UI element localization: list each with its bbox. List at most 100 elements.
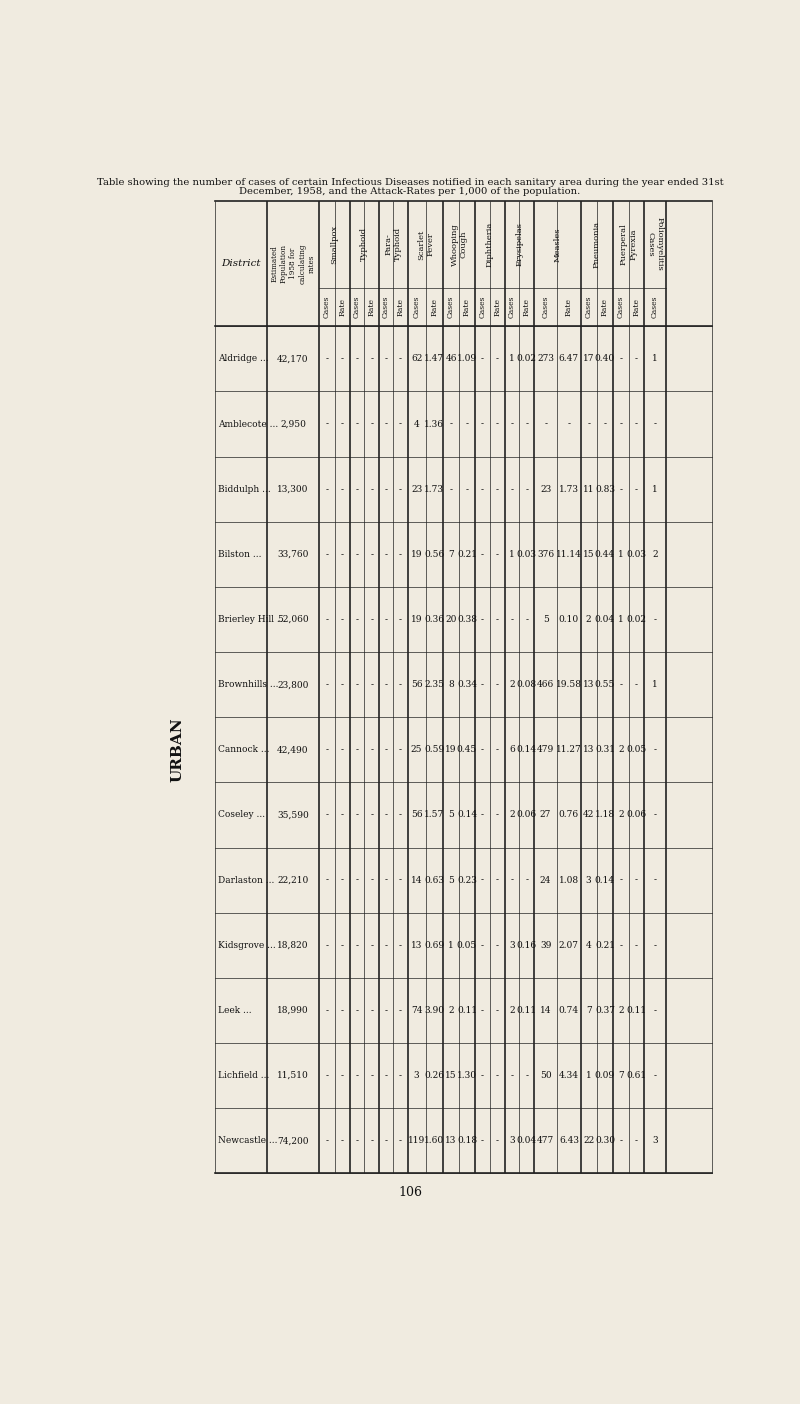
Text: 4: 4	[586, 941, 591, 949]
Text: -: -	[544, 420, 547, 428]
Text: -: -	[496, 615, 498, 623]
Text: -: -	[481, 1005, 484, 1015]
Text: December, 1958, and the Attack-Rates per 1,000 of the population.: December, 1958, and the Attack-Rates per…	[239, 187, 581, 197]
Text: 3.90: 3.90	[425, 1005, 445, 1015]
Text: 1.47: 1.47	[424, 354, 445, 364]
Text: 0.14: 0.14	[457, 810, 477, 820]
Text: 0.04: 0.04	[517, 1136, 537, 1146]
Text: 106: 106	[398, 1186, 422, 1199]
Text: 1: 1	[509, 354, 514, 364]
Text: -: -	[355, 1136, 358, 1146]
Text: 1.60: 1.60	[424, 1136, 445, 1146]
Text: 2: 2	[509, 810, 514, 820]
Text: -: -	[385, 680, 387, 689]
Text: 19: 19	[446, 746, 457, 754]
Text: 2,950: 2,950	[280, 420, 306, 428]
Text: Para-
Typhoid: Para- Typhoid	[385, 227, 402, 261]
Text: -: -	[525, 484, 528, 494]
Text: -: -	[385, 354, 387, 364]
Text: 0.83: 0.83	[595, 484, 615, 494]
Text: -: -	[341, 1071, 344, 1080]
Text: 0.61: 0.61	[626, 1071, 646, 1080]
Text: -: -	[370, 484, 373, 494]
Text: -: -	[496, 680, 498, 689]
Text: 0.04: 0.04	[595, 615, 615, 623]
Text: -: -	[635, 941, 638, 949]
Text: 0.11: 0.11	[517, 1005, 537, 1015]
Text: -: -	[635, 1136, 638, 1146]
Text: -: -	[370, 1136, 373, 1146]
Text: URBAN: URBAN	[170, 717, 185, 782]
Text: 35,590: 35,590	[277, 810, 309, 820]
Text: 1: 1	[509, 550, 514, 559]
Text: -: -	[385, 876, 387, 885]
Text: -: -	[341, 1005, 344, 1015]
Text: 15: 15	[583, 550, 594, 559]
Text: -: -	[326, 746, 329, 754]
Text: -: -	[341, 941, 344, 949]
Text: 2: 2	[509, 680, 514, 689]
Text: -: -	[355, 810, 358, 820]
Text: -: -	[567, 420, 570, 428]
Text: -: -	[399, 1136, 402, 1146]
Text: 0.74: 0.74	[559, 1005, 579, 1015]
Text: -: -	[496, 876, 498, 885]
Text: -: -	[525, 615, 528, 623]
Text: 1: 1	[652, 354, 658, 364]
Text: -: -	[654, 420, 656, 428]
Text: 22,210: 22,210	[278, 876, 309, 885]
Text: 1: 1	[652, 484, 658, 494]
Text: -: -	[399, 615, 402, 623]
Text: -: -	[341, 420, 344, 428]
Text: 62: 62	[411, 354, 422, 364]
Text: 8: 8	[448, 680, 454, 689]
Text: 0.05: 0.05	[457, 941, 477, 949]
Text: 0.08: 0.08	[517, 680, 537, 689]
Text: -: -	[635, 354, 638, 364]
Text: -: -	[496, 941, 498, 949]
Text: -: -	[326, 550, 329, 559]
Text: Rate: Rate	[493, 298, 501, 316]
Text: 0.03: 0.03	[517, 550, 537, 559]
Text: 1: 1	[586, 1071, 591, 1080]
Text: -: -	[481, 876, 484, 885]
Text: -: -	[370, 1005, 373, 1015]
Text: Biddulph ...: Biddulph ...	[218, 484, 270, 494]
Text: Scarlet
Fever: Scarlet Fever	[417, 229, 434, 260]
Text: -: -	[385, 420, 387, 428]
Text: -: -	[496, 550, 498, 559]
Text: -: -	[603, 420, 606, 428]
Text: -: -	[496, 1071, 498, 1080]
Text: 74: 74	[411, 1005, 422, 1015]
Text: Rate: Rate	[601, 298, 609, 316]
Text: 2: 2	[618, 810, 624, 820]
Text: -: -	[370, 680, 373, 689]
Text: -: -	[496, 420, 498, 428]
Text: 0.56: 0.56	[424, 550, 445, 559]
Text: -: -	[341, 550, 344, 559]
Text: 0.09: 0.09	[595, 1071, 615, 1080]
Text: -: -	[450, 420, 453, 428]
Text: 25: 25	[411, 746, 422, 754]
Text: 2: 2	[586, 615, 591, 623]
Text: -: -	[326, 876, 329, 885]
Text: 50: 50	[540, 1071, 551, 1080]
Text: -: -	[341, 810, 344, 820]
Text: -: -	[481, 420, 484, 428]
Text: 0.14: 0.14	[517, 746, 537, 754]
Text: 39: 39	[540, 941, 551, 949]
Text: -: -	[341, 680, 344, 689]
Text: 6.43: 6.43	[559, 1136, 579, 1146]
Text: 2: 2	[618, 746, 624, 754]
Text: -: -	[510, 615, 514, 623]
Text: -: -	[399, 420, 402, 428]
Text: 0.18: 0.18	[457, 1136, 477, 1146]
Text: 24: 24	[540, 876, 551, 885]
Text: -: -	[399, 680, 402, 689]
Text: 18,820: 18,820	[278, 941, 309, 949]
Text: -: -	[619, 420, 622, 428]
Text: 0.76: 0.76	[559, 810, 579, 820]
Text: Measles: Measles	[554, 227, 562, 261]
Text: Table showing the number of cases of certain Infectious Diseases notified in eac: Table showing the number of cases of cer…	[97, 178, 723, 187]
Text: -: -	[654, 615, 656, 623]
